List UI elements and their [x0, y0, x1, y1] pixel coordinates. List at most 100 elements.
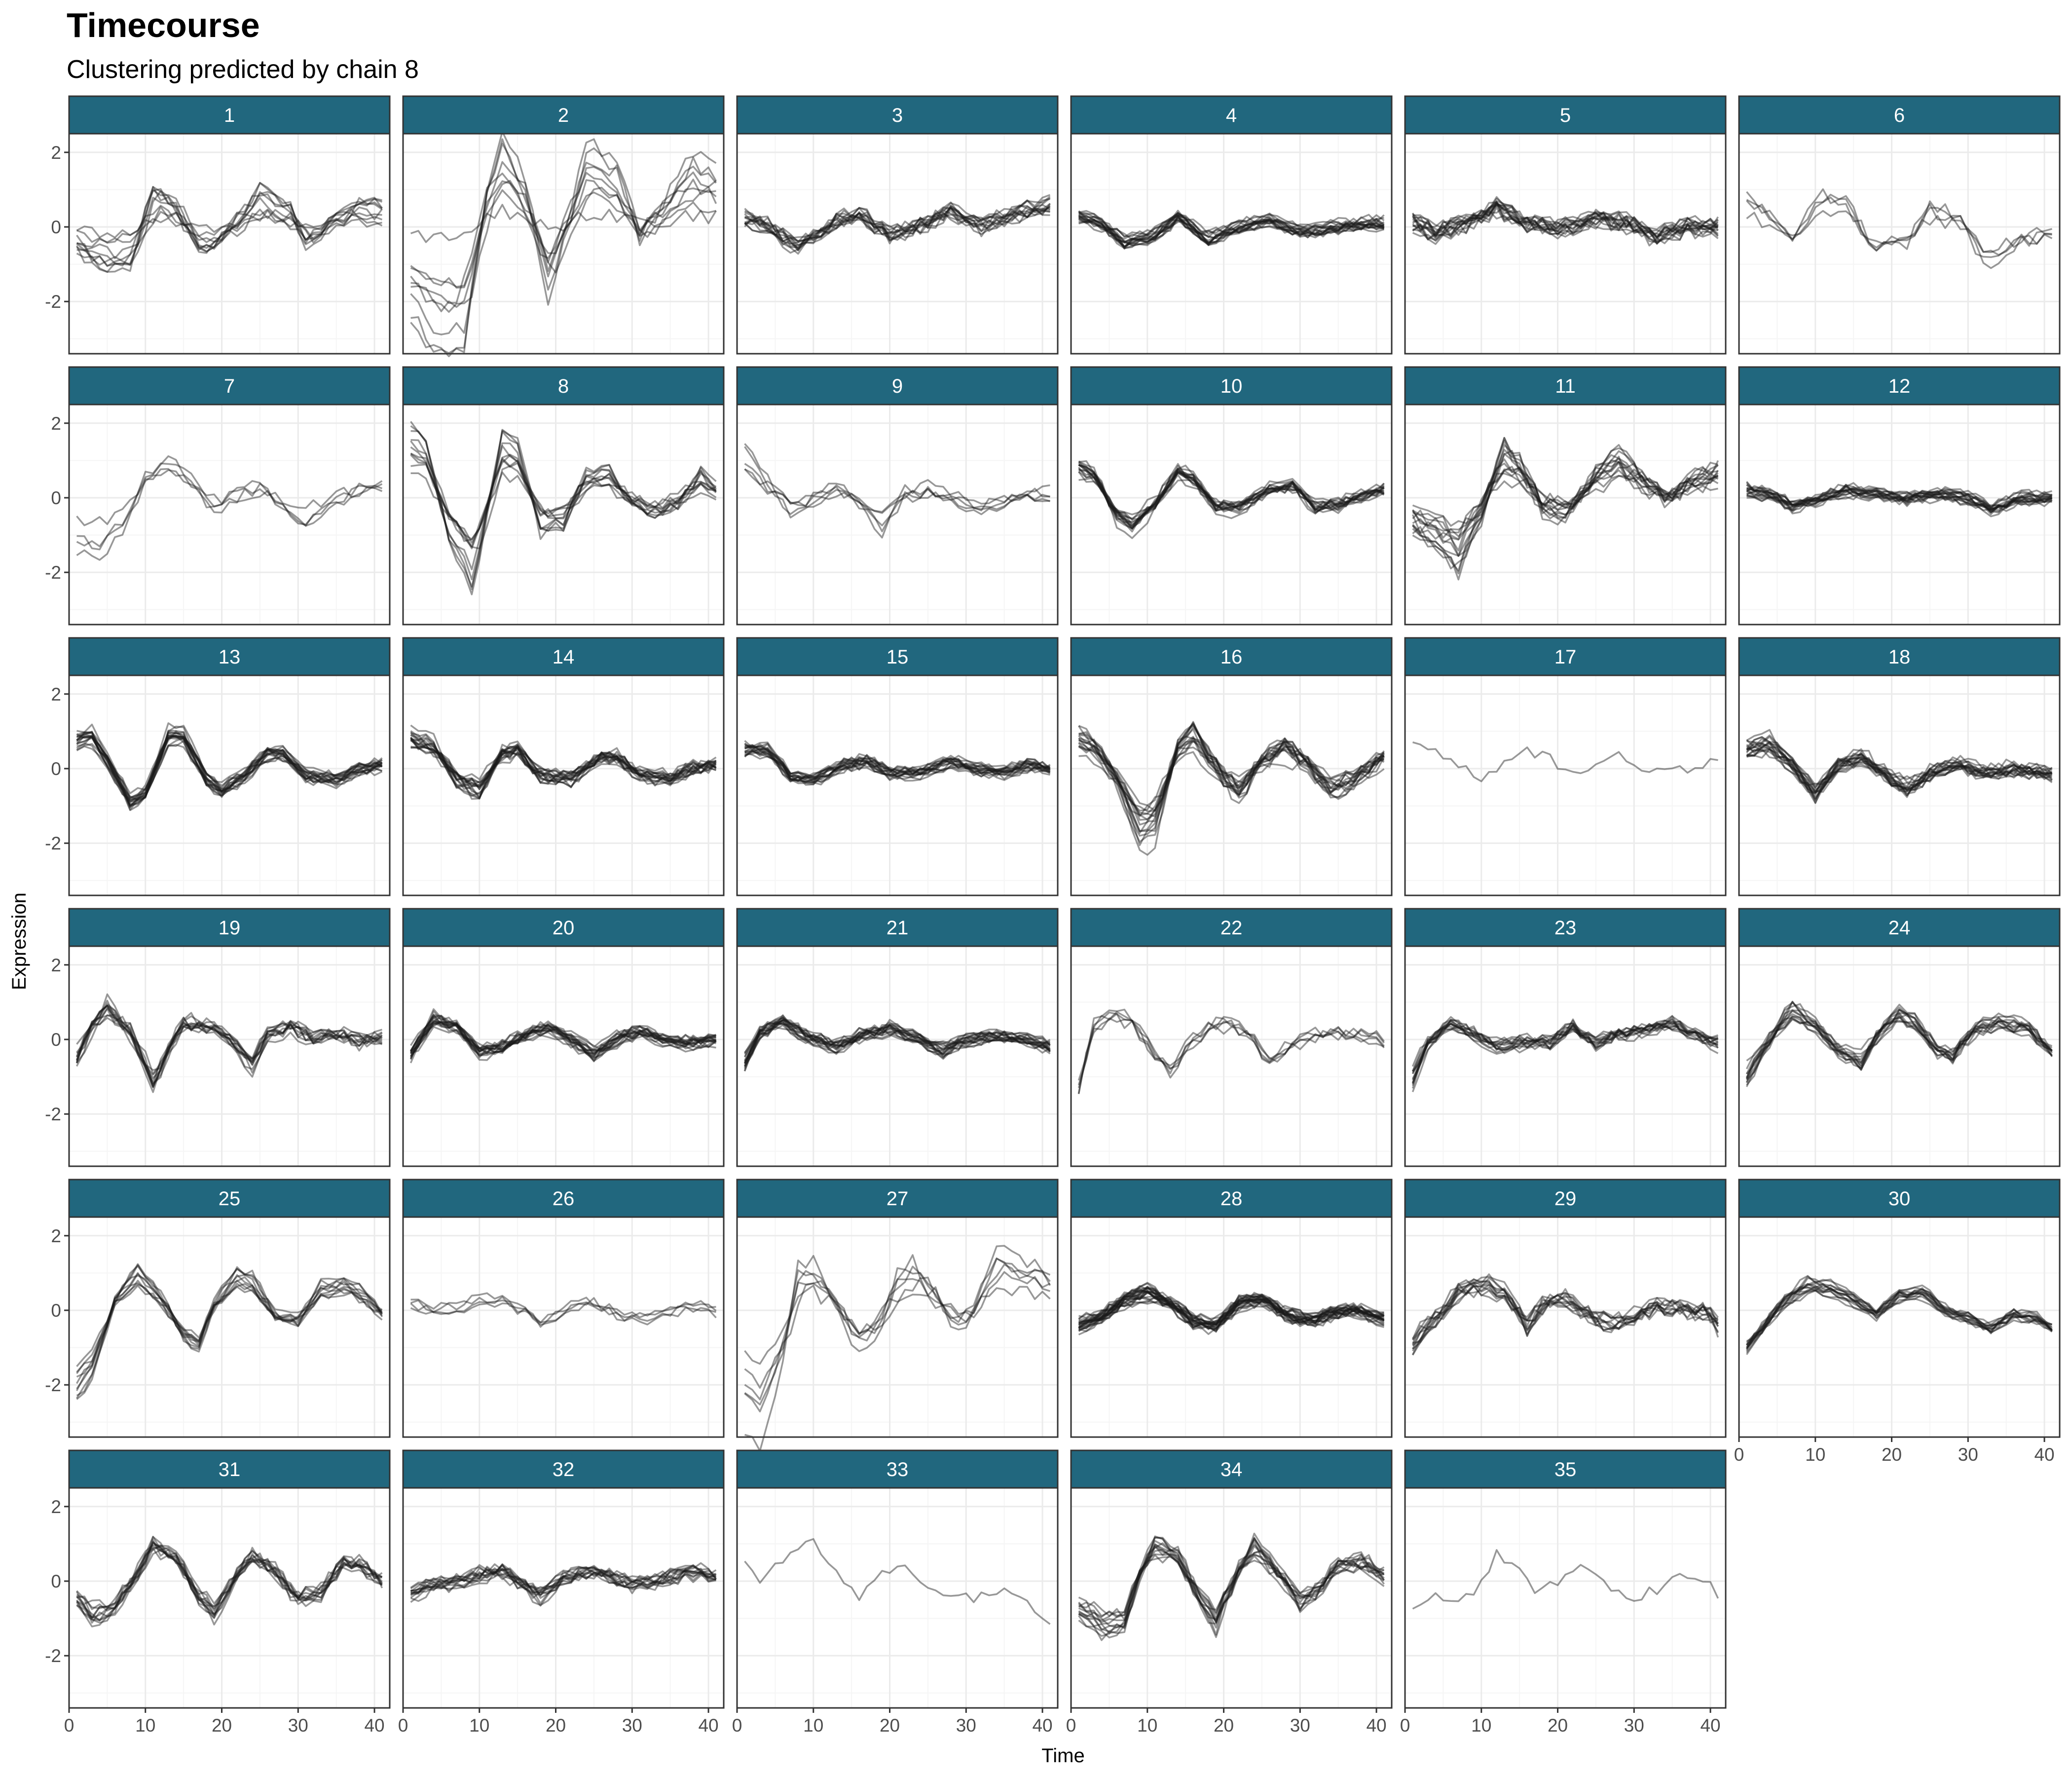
- series-line: [1411, 1023, 1719, 1074]
- facet-panel-1: 1 -2 0 2: [45, 95, 391, 355]
- series-line: [1078, 216, 1384, 248]
- facet-panel-29: 29: [1404, 1179, 1727, 1438]
- series-line: [744, 740, 1051, 780]
- series-line: [410, 440, 717, 570]
- series-line: [1411, 1276, 1719, 1355]
- strip-background: [402, 1179, 725, 1218]
- series-line: [410, 737, 716, 788]
- series-line: [1411, 461, 1719, 557]
- series-line: [410, 1302, 716, 1326]
- series-line: [76, 469, 383, 526]
- series-line: [1078, 468, 1384, 516]
- series-line: [1077, 1013, 1385, 1094]
- x-tick-label: 10: [803, 1715, 823, 1736]
- series-line: [1746, 1287, 2053, 1346]
- series-line: [1078, 215, 1385, 250]
- series-line: [744, 750, 1050, 783]
- series-line: [1078, 471, 1385, 526]
- strip-background: [1404, 637, 1727, 676]
- series-line: [1078, 1287, 1385, 1328]
- series-line: [1412, 202, 1719, 242]
- series-line: [1412, 462, 1719, 540]
- panel-background: [737, 405, 1058, 625]
- series-line: [1078, 214, 1385, 249]
- series-line: [744, 1245, 1051, 1452]
- series-line: [76, 1017, 383, 1082]
- panel-background: [737, 946, 1058, 1166]
- strip-label: 11: [1555, 375, 1576, 397]
- series-line: [1412, 1279, 1719, 1356]
- series-line: [76, 731, 383, 804]
- y-tick-label: -2: [45, 1646, 61, 1666]
- series-line: [410, 739, 716, 800]
- series-line: [743, 1019, 1051, 1066]
- series-line: [743, 1022, 1050, 1058]
- panel-background: [403, 946, 724, 1166]
- series-line: [409, 1020, 717, 1053]
- y-tick-label: -2: [45, 1375, 61, 1395]
- series-line: [76, 734, 383, 811]
- series-line: [1078, 722, 1385, 834]
- strip-label: 10: [1221, 375, 1243, 397]
- series-line: [76, 730, 383, 799]
- series-line: [76, 1541, 383, 1620]
- series-line: [410, 746, 716, 784]
- series-line: [744, 1022, 1051, 1064]
- series-line: [1746, 1283, 2053, 1348]
- series-line: [76, 1279, 382, 1373]
- series-line: [1746, 1283, 2053, 1343]
- series-line: [1412, 1281, 1719, 1350]
- series-line: [1746, 1284, 2053, 1348]
- series-line: [1412, 455, 1719, 534]
- series-line: [1412, 467, 1719, 527]
- series-line: [410, 421, 717, 591]
- facet-panel-14: 14: [402, 637, 725, 896]
- facet-panel-26: 26: [402, 1179, 725, 1438]
- strip-label: 2: [558, 105, 569, 126]
- series-line: [75, 1005, 383, 1088]
- series-line: [1078, 464, 1385, 527]
- series-line: [1412, 205, 1719, 237]
- series-line: [1746, 736, 2053, 789]
- series-line: [1078, 218, 1385, 248]
- series-line: [1078, 1540, 1385, 1634]
- y-tick-label: -2: [45, 1104, 61, 1124]
- series-line: [1746, 489, 2053, 513]
- series-line: [410, 180, 717, 313]
- series-line: [75, 993, 383, 1087]
- series-line: [410, 1021, 716, 1057]
- series-line: [1746, 736, 2052, 804]
- series-line: [76, 732, 383, 807]
- facet-panel-2: 2: [402, 95, 725, 358]
- series-line: [1078, 735, 1385, 826]
- x-tick-label: 30: [1958, 1444, 1978, 1465]
- series-line: [76, 730, 383, 812]
- series-line: [1746, 484, 2052, 514]
- facet-panel-21: 21: [736, 908, 1059, 1167]
- series-line: [410, 734, 716, 795]
- strip-label: 7: [224, 375, 235, 397]
- series-line: [75, 182, 382, 273]
- series-line: [1078, 461, 1384, 530]
- series-line: [1746, 485, 2053, 514]
- series-line: [75, 1004, 383, 1088]
- series-line: [1077, 1011, 1385, 1094]
- series-line: [1746, 489, 2052, 512]
- panel-background: [1405, 1217, 1726, 1437]
- series-line: [1078, 1292, 1385, 1327]
- series-line: [1078, 1294, 1385, 1331]
- series-line: [1746, 488, 2052, 511]
- series-line: [410, 204, 717, 243]
- y-tick-label: -2: [45, 562, 61, 583]
- series-line: [1078, 469, 1385, 524]
- series-line: [1412, 462, 1719, 541]
- series-line: [1078, 740, 1384, 818]
- series-line: [1078, 213, 1384, 248]
- y-tick-label: 0: [51, 1030, 61, 1050]
- strip-label: 26: [553, 1188, 575, 1210]
- strip-label: 35: [1554, 1459, 1577, 1480]
- series-line: [76, 743, 383, 801]
- series-line: [1078, 1286, 1385, 1330]
- series-line: [1078, 462, 1385, 530]
